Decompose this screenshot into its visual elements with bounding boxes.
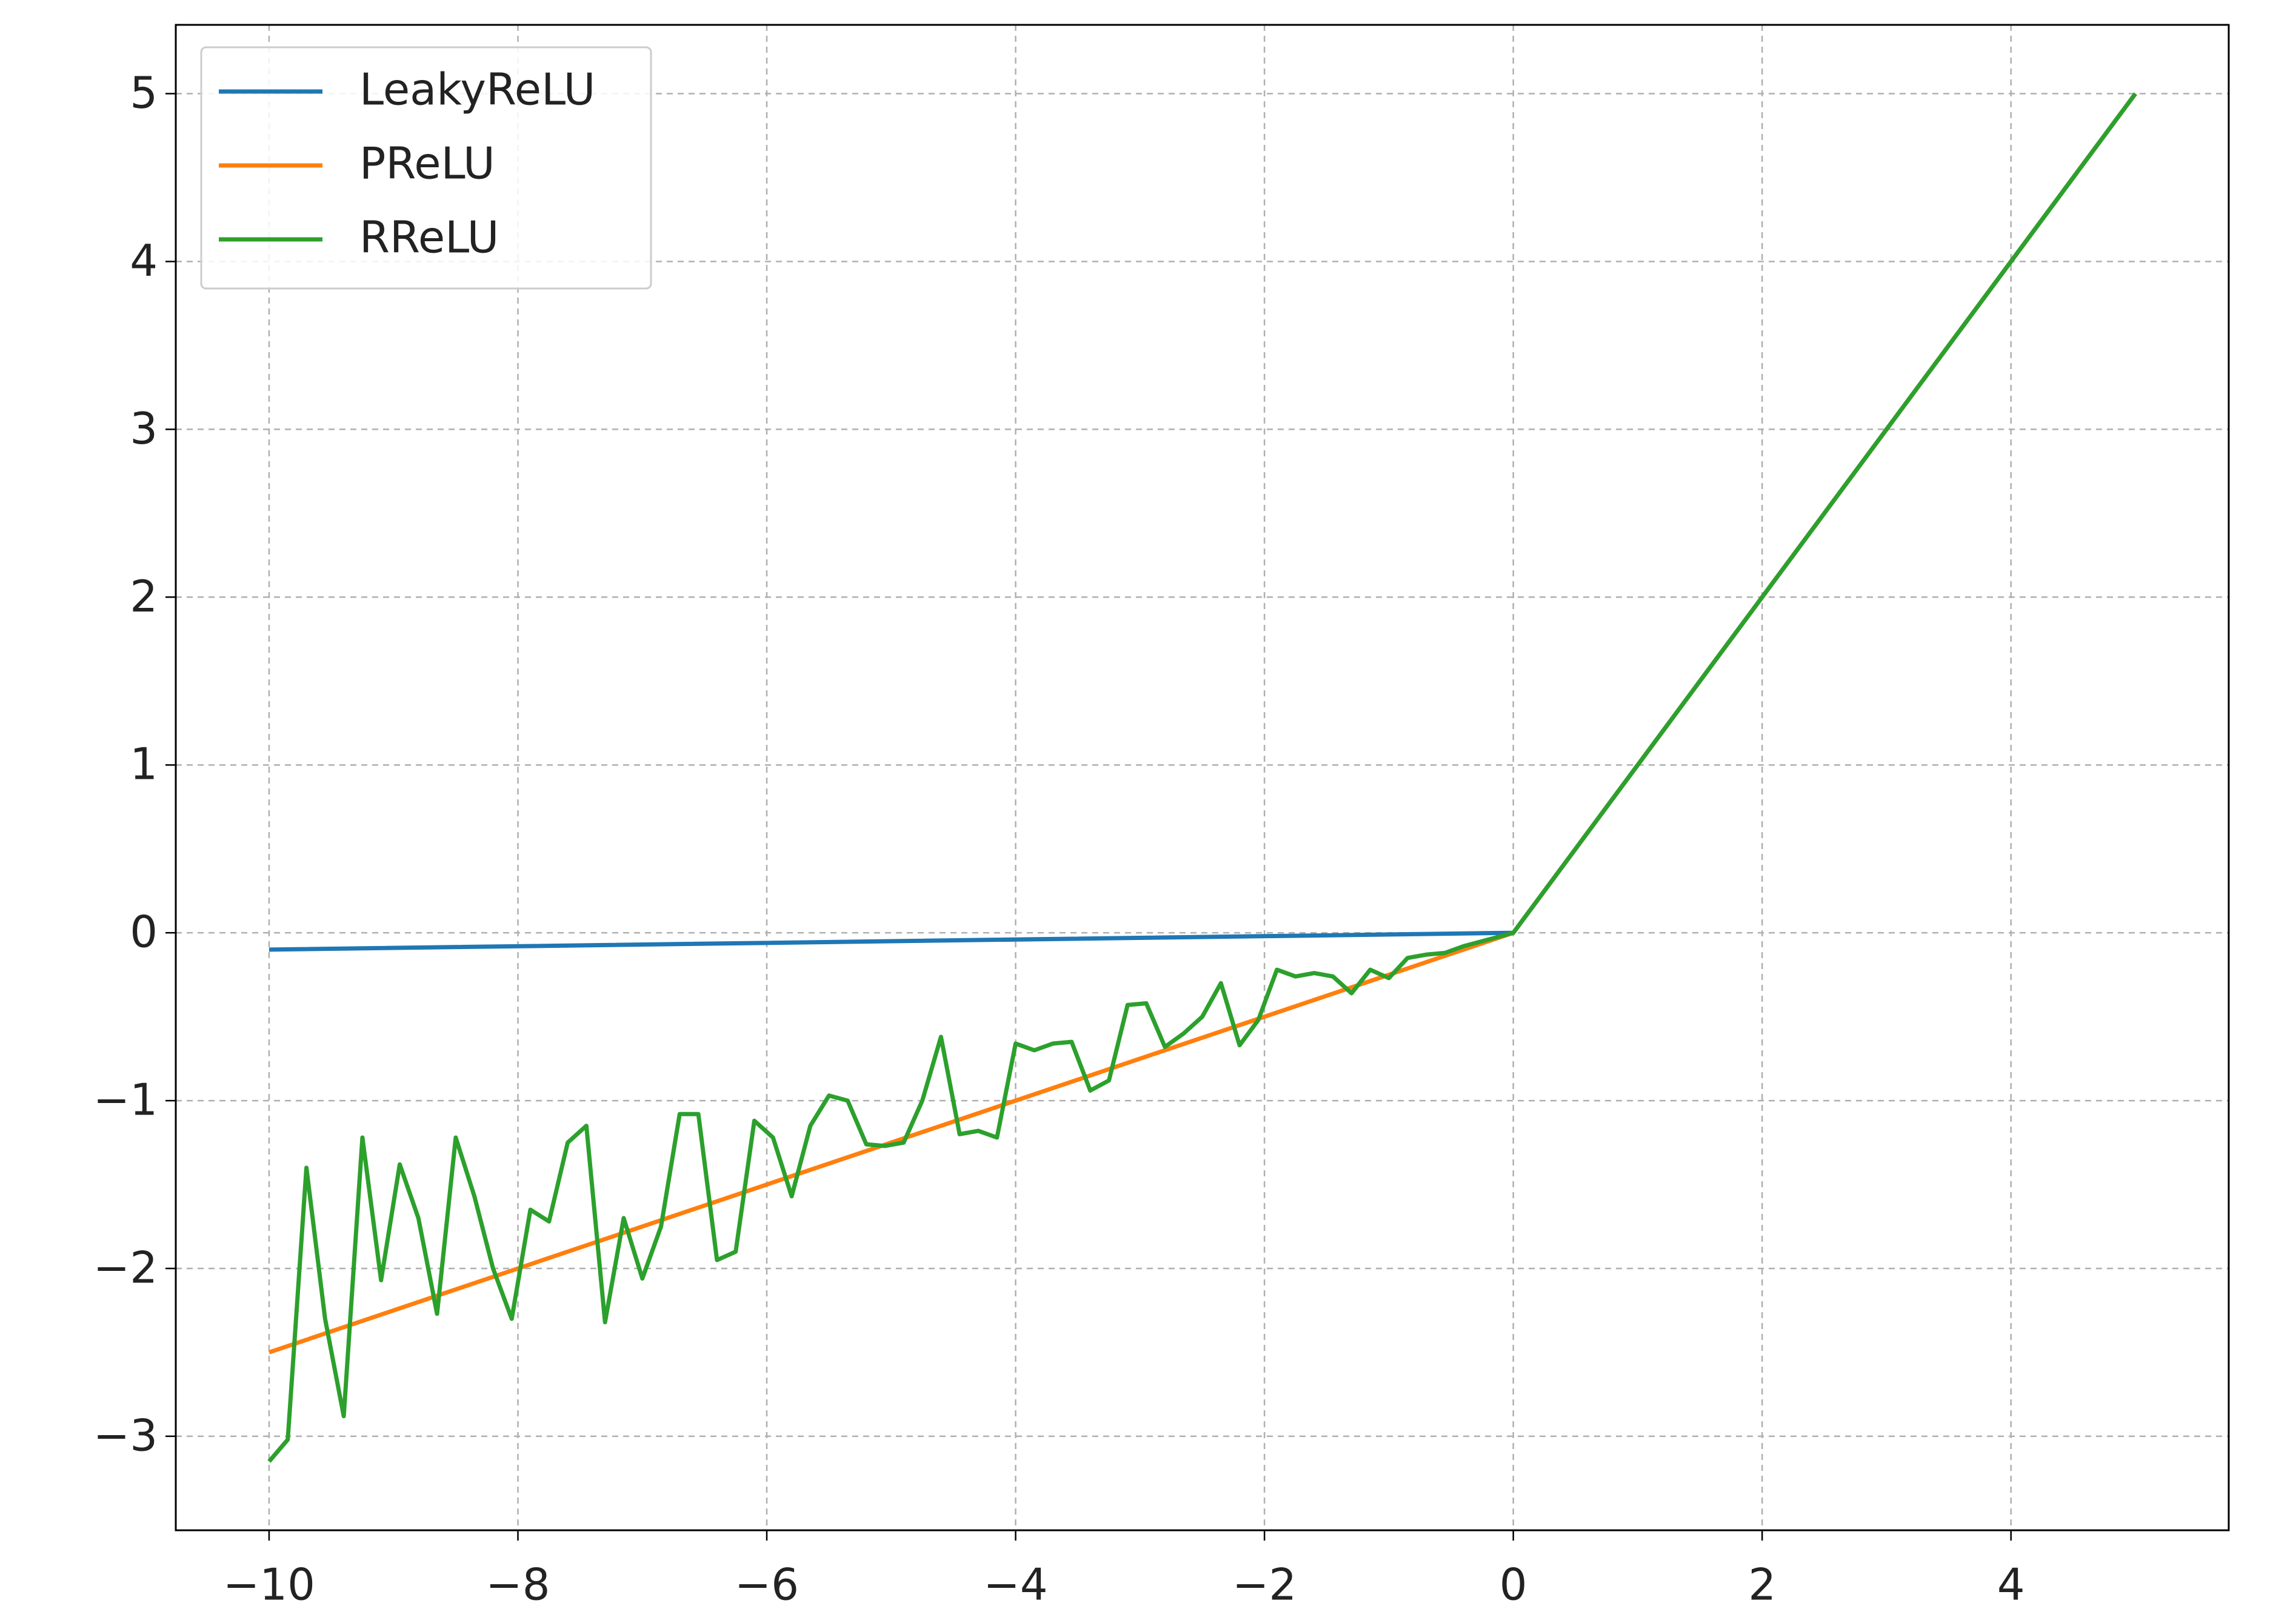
x-tick-label: −10 (223, 1559, 315, 1610)
x-tick-label: −8 (486, 1559, 550, 1610)
x-tick-label: 2 (1748, 1559, 1776, 1610)
y-tick-label: 1 (130, 739, 158, 790)
y-tick-label: 5 (130, 67, 158, 118)
x-tick-label: 0 (1500, 1559, 1527, 1610)
x-tick-label: 4 (1997, 1559, 2025, 1610)
y-tick-label: 0 (130, 907, 158, 958)
y-tick-label: −3 (93, 1410, 158, 1461)
y-tick-label: −2 (93, 1242, 158, 1293)
x-tick-label: −6 (735, 1559, 799, 1610)
plot-frame (175, 24, 2230, 1531)
legend-label: RReLU (359, 212, 499, 263)
legend-box (200, 46, 652, 290)
x-tick-label: −2 (1232, 1559, 1297, 1610)
y-tick-label: −1 (93, 1075, 158, 1125)
y-tick-label: 4 (130, 235, 158, 286)
y-tick-label: 3 (130, 403, 158, 454)
legend-label: PReLU (359, 138, 495, 189)
x-tick-label: −4 (984, 1559, 1048, 1610)
line (267, 92, 2137, 1463)
legend: LeakyReLU PReLU RReLU (200, 46, 652, 290)
y-tick-label: 2 (130, 571, 158, 622)
legend-label: LeakyReLU (359, 64, 595, 115)
